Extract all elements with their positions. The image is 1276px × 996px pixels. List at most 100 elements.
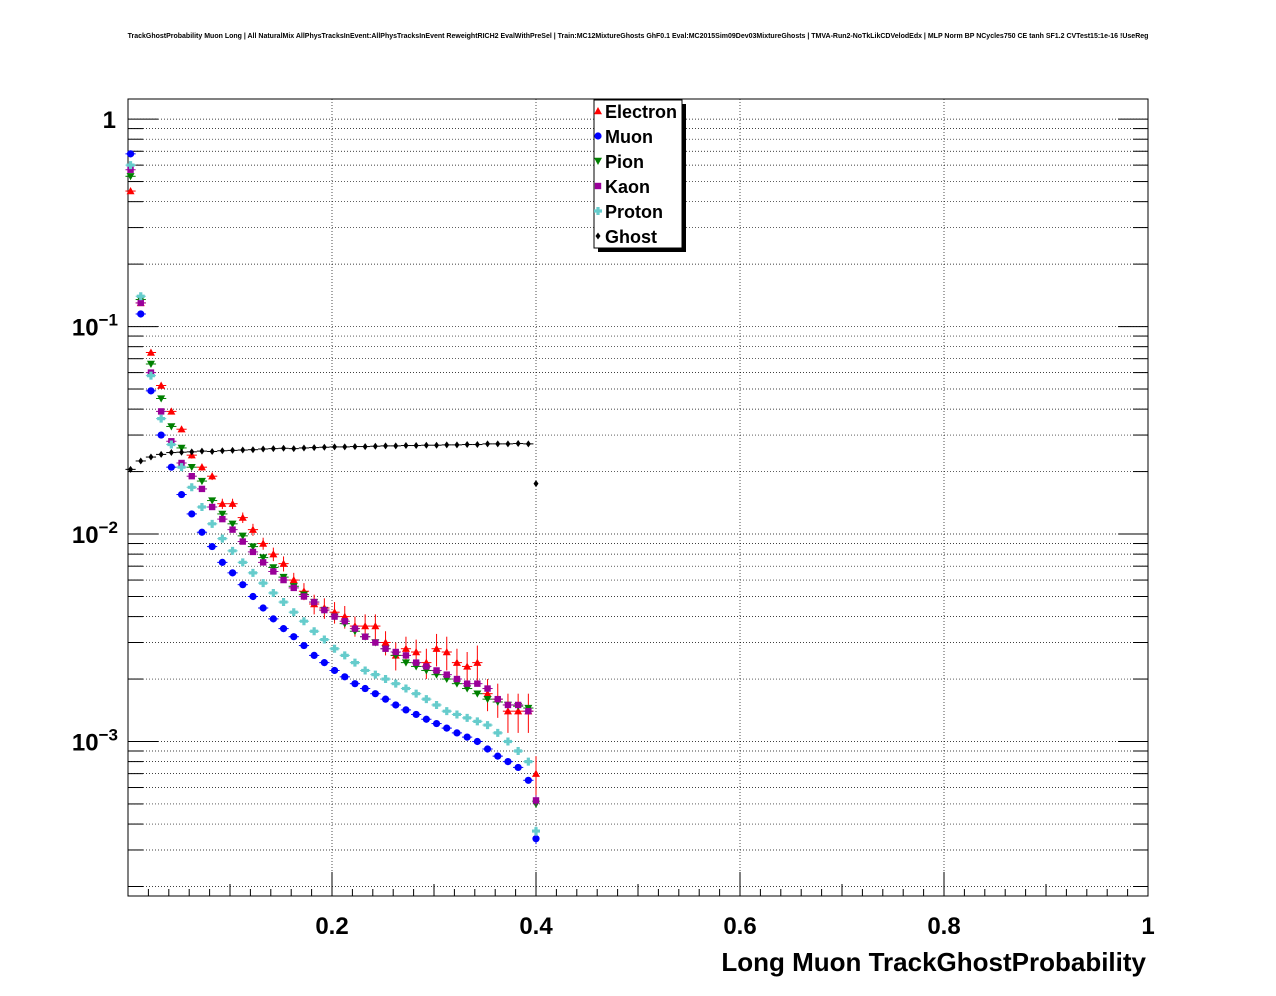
legend-label-muon: Muon xyxy=(605,127,653,147)
data-point xyxy=(177,463,186,472)
data-point xyxy=(269,550,278,558)
x-tick-label: 0.2 xyxy=(315,913,348,940)
data-point xyxy=(219,515,226,523)
data-point xyxy=(485,440,491,448)
data-point xyxy=(495,440,501,448)
data-point xyxy=(187,483,196,492)
data-point xyxy=(412,648,421,656)
data-point xyxy=(126,150,135,158)
data-point xyxy=(524,757,533,766)
data-point xyxy=(188,473,195,480)
legend-label-pion: Pion xyxy=(605,152,644,172)
data-point xyxy=(218,499,227,507)
data-point xyxy=(127,166,134,173)
data-point xyxy=(146,360,155,369)
data-point xyxy=(341,673,349,681)
data-point xyxy=(218,534,227,543)
series-muon xyxy=(125,150,540,845)
data-point xyxy=(432,700,441,709)
data-point xyxy=(463,680,471,687)
data-point xyxy=(208,503,216,511)
data-point xyxy=(361,633,369,640)
data-point xyxy=(340,612,349,620)
data-point xyxy=(362,443,368,451)
legend-box xyxy=(593,99,683,249)
data-point xyxy=(505,440,511,448)
data-point xyxy=(208,472,217,480)
axes: 0.2 0.4 0.6 0.8 1 1 10−1 10−2 10−3 xyxy=(72,107,1155,940)
data-point xyxy=(464,441,470,449)
legend-label-kaon: Kaon xyxy=(605,177,650,197)
data-point xyxy=(514,763,522,772)
data-point xyxy=(381,638,390,646)
data-point xyxy=(208,519,217,528)
data-point xyxy=(413,442,419,450)
data-point xyxy=(321,606,328,614)
data-point xyxy=(483,745,492,753)
data-point xyxy=(178,459,185,467)
data-point xyxy=(383,442,389,450)
data-point xyxy=(301,444,307,452)
data-point xyxy=(401,684,410,693)
data-point xyxy=(198,528,206,536)
data-point xyxy=(402,652,410,659)
data-point xyxy=(177,444,186,452)
data-point xyxy=(463,685,472,693)
data-point xyxy=(434,441,440,449)
data-point xyxy=(525,707,532,715)
data-point xyxy=(146,371,155,380)
data-point xyxy=(157,414,166,423)
legend: Electron Muon Pion Kaon Proton Ghost xyxy=(593,99,686,252)
series-pion xyxy=(125,173,540,808)
legend-marker-ghost xyxy=(595,232,601,240)
data-point xyxy=(504,758,512,766)
data-point xyxy=(371,622,380,630)
data-point xyxy=(310,651,318,660)
x-tick-label: 1 xyxy=(1141,913,1154,940)
data-point xyxy=(422,715,430,723)
data-point xyxy=(392,701,400,709)
data-point xyxy=(340,651,349,660)
data-point xyxy=(249,592,257,601)
data-point xyxy=(260,445,266,453)
data-point xyxy=(463,662,472,670)
data-point xyxy=(270,445,276,453)
data-point xyxy=(381,695,390,703)
series-kaon xyxy=(125,166,540,806)
data-point xyxy=(350,658,359,667)
data-point xyxy=(197,502,206,511)
data-point xyxy=(167,423,176,431)
legend-marker-muon xyxy=(594,132,602,140)
data-point xyxy=(515,440,521,448)
data-point xyxy=(331,613,338,620)
data-point xyxy=(321,443,327,451)
data-point xyxy=(289,576,298,584)
data-point xyxy=(189,448,195,456)
data-point xyxy=(433,667,440,674)
legend-label-ghost: Ghost xyxy=(605,227,657,247)
data-point xyxy=(270,568,277,575)
data-point xyxy=(168,449,174,457)
data-point xyxy=(138,457,144,465)
data-point xyxy=(442,707,451,716)
data-point xyxy=(532,797,540,804)
data-point xyxy=(179,448,185,456)
data-point xyxy=(401,644,410,652)
data-point xyxy=(371,670,380,679)
data-point xyxy=(218,558,226,566)
data-point xyxy=(300,593,308,600)
data-point xyxy=(532,835,540,843)
data-point xyxy=(412,710,420,719)
data-point xyxy=(382,645,389,652)
data-point xyxy=(483,689,492,697)
data-point xyxy=(402,706,410,714)
data-point xyxy=(208,497,217,505)
data-point xyxy=(432,719,441,728)
data-point xyxy=(228,569,237,577)
data-point xyxy=(279,598,288,607)
data-point xyxy=(300,641,308,650)
series-ghost xyxy=(125,440,539,488)
data-point xyxy=(249,548,257,556)
data-point xyxy=(198,485,206,493)
data-point xyxy=(290,584,297,592)
